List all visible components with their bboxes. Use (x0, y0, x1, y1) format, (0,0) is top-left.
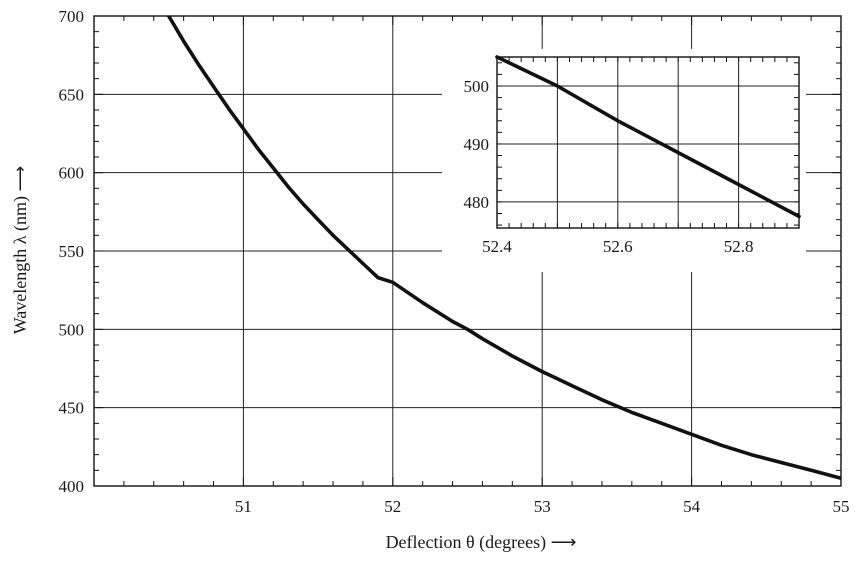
main-frame (93, 15, 842, 487)
inset-y-tick-label: 490 (464, 135, 490, 154)
inset-x-tick-label: 52.8 (724, 237, 754, 256)
y-tick-label: 550 (59, 242, 85, 261)
main-tick-labels: 400 450 500 550 600 650 700 51 52 53 54 55 (59, 7, 850, 516)
x-tick-label: 51 (235, 497, 252, 516)
inset-x-tick-label: 52.4 (482, 237, 512, 256)
y-tick-label: 500 (59, 320, 85, 339)
main-series-line (166, 16, 841, 480)
inset-frame (496, 56, 800, 229)
inset-chart: 480 490 500 52.4 52.6 52.8 (442, 49, 806, 272)
x-tick-label: 53 (534, 497, 551, 516)
y-tick-label: 450 (59, 399, 85, 418)
x-tick-label: 54 (683, 497, 701, 516)
y-tick-label: 400 (59, 477, 85, 496)
main-curve-layer (166, 16, 841, 480)
inset-x-tick-label: 52.6 (603, 237, 633, 256)
x-tick-label: 55 (833, 497, 850, 516)
y-tick-label: 600 (59, 164, 85, 183)
inset-y-tick-label: 480 (464, 193, 490, 212)
y-tick-label: 700 (59, 7, 85, 26)
inset-y-tick-label: 500 (464, 77, 490, 96)
y-tick-label: 650 (59, 85, 85, 104)
inset-series-line (495, 55, 801, 219)
y-axis-label: Wavelength λ (nm) ⟶ (10, 166, 31, 335)
x-tick-label: 52 (384, 497, 401, 516)
x-axis-label: Deflection θ (degrees) ⟶ (386, 532, 577, 553)
